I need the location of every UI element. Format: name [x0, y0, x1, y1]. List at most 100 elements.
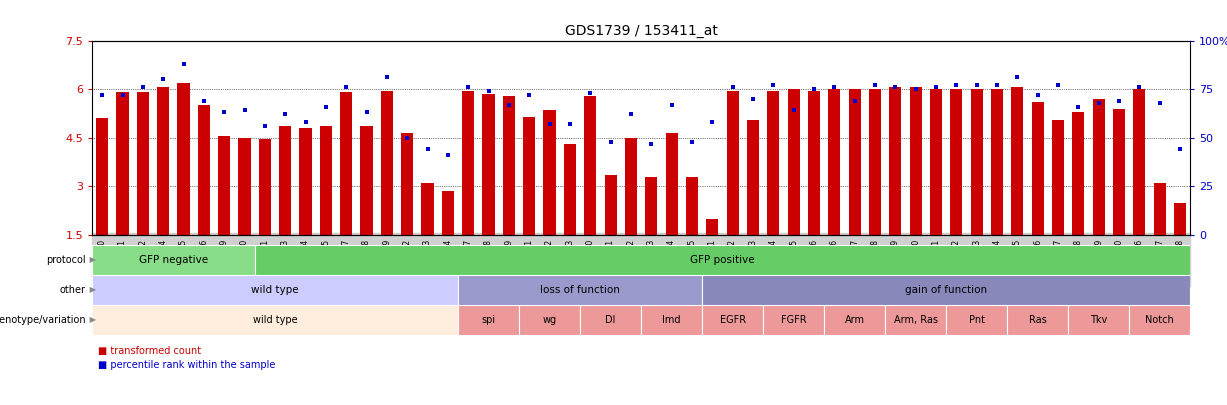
Bar [92, 245, 255, 275]
Point [560, 121, 579, 127]
Text: ▶: ▶ [87, 256, 96, 264]
Bar [259, 139, 271, 235]
Point [744, 96, 763, 102]
Point [1088, 100, 1108, 106]
Bar [747, 120, 760, 235]
Point [1069, 103, 1088, 110]
Point [682, 139, 702, 145]
Point [317, 103, 336, 110]
Bar [763, 305, 825, 335]
Text: Ras: Ras [1028, 315, 1047, 325]
Bar [825, 305, 885, 335]
Bar [218, 136, 231, 235]
Text: FGFR: FGFR [780, 315, 806, 325]
Point [357, 109, 377, 116]
Bar [767, 91, 779, 235]
Point [621, 111, 640, 117]
Point [703, 119, 723, 126]
Bar [178, 83, 190, 235]
Bar [788, 89, 800, 235]
Text: Notch: Notch [1145, 315, 1174, 325]
Text: protocol: protocol [47, 255, 86, 265]
Text: spi: spi [481, 315, 496, 325]
Bar [458, 305, 519, 335]
Point [661, 101, 681, 108]
Text: Arm, Ras: Arm, Ras [893, 315, 937, 325]
Bar [1007, 305, 1069, 335]
Point [967, 82, 987, 88]
Text: ■ transformed count: ■ transformed count [98, 346, 201, 356]
Point [1048, 82, 1067, 88]
Bar [702, 275, 1190, 305]
Bar [1011, 87, 1023, 235]
Bar [869, 89, 881, 235]
Title: GDS1739 / 153411_at: GDS1739 / 153411_at [564, 24, 718, 38]
Text: wg: wg [542, 315, 557, 325]
Point [1150, 100, 1169, 106]
Bar [890, 87, 902, 235]
Text: other: other [60, 285, 86, 295]
Point [519, 92, 539, 98]
Point [417, 146, 437, 153]
Point [926, 84, 946, 90]
Bar [707, 219, 718, 235]
Point [255, 123, 275, 129]
Bar [299, 128, 312, 235]
Text: Imd: Imd [663, 315, 681, 325]
Bar [1052, 120, 1064, 235]
Text: GFP positive: GFP positive [690, 255, 755, 265]
Bar [991, 89, 1004, 235]
Point [804, 86, 823, 92]
Bar [523, 117, 535, 235]
Point [133, 84, 152, 90]
Text: Dl: Dl [605, 315, 616, 325]
Point [763, 82, 783, 88]
Text: wild type: wild type [252, 285, 299, 295]
Point [499, 101, 519, 108]
Point [174, 61, 194, 67]
Bar [380, 91, 393, 235]
Bar [645, 177, 658, 235]
Point [784, 107, 804, 114]
Text: genotype/variation: genotype/variation [0, 315, 86, 325]
Bar [726, 91, 739, 235]
Point [215, 109, 234, 116]
Text: wild type: wild type [253, 315, 297, 325]
Bar [665, 133, 677, 235]
Bar [885, 305, 946, 335]
Point [153, 76, 173, 83]
Bar [482, 94, 494, 235]
Text: EGFR: EGFR [719, 315, 746, 325]
Bar [421, 183, 433, 235]
Bar [605, 175, 617, 235]
Bar [1174, 202, 1187, 235]
Bar [340, 92, 352, 235]
Point [296, 119, 315, 126]
Point [377, 74, 396, 81]
Bar [1129, 305, 1190, 335]
Bar [198, 105, 210, 235]
Point [825, 84, 844, 90]
Text: Tkv: Tkv [1090, 315, 1107, 325]
Bar [92, 305, 458, 335]
Point [113, 92, 133, 98]
Text: GFP negative: GFP negative [139, 255, 207, 265]
Bar [625, 138, 637, 235]
Point [275, 111, 294, 117]
Bar [92, 275, 458, 305]
Point [194, 98, 213, 104]
Bar [1153, 183, 1166, 235]
Point [886, 84, 906, 90]
Bar [320, 126, 333, 235]
Point [865, 82, 885, 88]
Point [540, 121, 560, 127]
Point [1028, 92, 1048, 98]
Point [988, 82, 1007, 88]
Bar [458, 275, 702, 305]
Point [580, 90, 600, 96]
Bar [117, 92, 129, 235]
Point [906, 86, 925, 92]
Point [92, 92, 112, 98]
Text: ▶: ▶ [87, 286, 96, 294]
Bar [909, 87, 921, 235]
